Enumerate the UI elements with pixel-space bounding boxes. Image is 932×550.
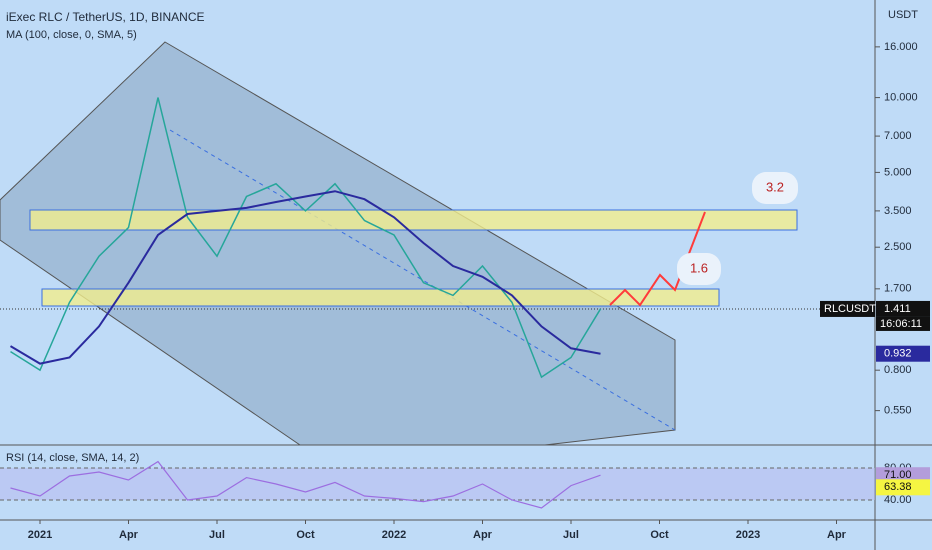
x-tick-label: Apr [119, 529, 139, 541]
x-tick-label: Jul [209, 529, 225, 541]
price-line [9, 190, 601, 365]
symbol-badge [820, 300, 875, 317]
y-tick-label: 10.000 [884, 91, 918, 103]
rsi-label: RSI (14, close, SMA, 14, 2) [6, 452, 139, 464]
x-tick-label: Oct [650, 529, 669, 541]
x-tick-label: Apr [473, 529, 493, 541]
price-badge [876, 300, 930, 317]
support-zone [41, 288, 720, 307]
annotation: 3.2 [766, 179, 784, 194]
callout [677, 253, 721, 285]
x-tick-label: Oct [296, 529, 315, 541]
channel-midline [169, 129, 676, 431]
resistance-zone [29, 209, 798, 231]
y-tick-label: 16.000 [884, 41, 918, 53]
indicator-label: MA (100, close, 0, SMA, 5) [6, 29, 137, 41]
y-tick-label: 3.500 [884, 205, 912, 217]
x-tick-label: 2023 [736, 529, 760, 541]
chart-title: iExec RLC / TetherUS, 1D, BINANCE [6, 10, 205, 24]
rsi-badge-label: 71.00 [884, 469, 912, 481]
price-badge-label: 1.411 [884, 303, 911, 315]
y-tick-label: 1.700 [884, 283, 912, 295]
unit: USDT [888, 9, 918, 21]
y-tick-label: 2.500 [884, 241, 912, 253]
callout [752, 172, 798, 204]
x-tick-label: 2021 [28, 529, 52, 541]
countdown-bg [876, 316, 930, 331]
rsi-ma-badge-label: 63.38 [884, 481, 912, 493]
symbol-label: RLCUSDT [824, 303, 876, 315]
y-tick-label: 0.550 [884, 405, 912, 417]
ma-badge [876, 345, 930, 362]
y-tick-label: 0.800 [884, 364, 912, 376]
y-tick-label: 40.00 [884, 494, 912, 506]
x-tick-label: 2022 [382, 529, 406, 541]
ma-badge-label: 0.932 [884, 348, 912, 360]
rsi-line [10, 460, 601, 509]
y-tick-label: 5.000 [884, 166, 912, 178]
annotation: 1.6 [690, 260, 708, 275]
rsi-badge [876, 467, 930, 484]
channel [0, 41, 676, 446]
x-tick-label: Apr [827, 529, 847, 541]
y-tick-label: 7.000 [884, 130, 912, 142]
rsi-band [0, 468, 875, 500]
x-tick-label: Jul [563, 529, 579, 541]
rsi-ma-badge [876, 479, 930, 496]
countdown: 16:06:11 [880, 318, 922, 330]
